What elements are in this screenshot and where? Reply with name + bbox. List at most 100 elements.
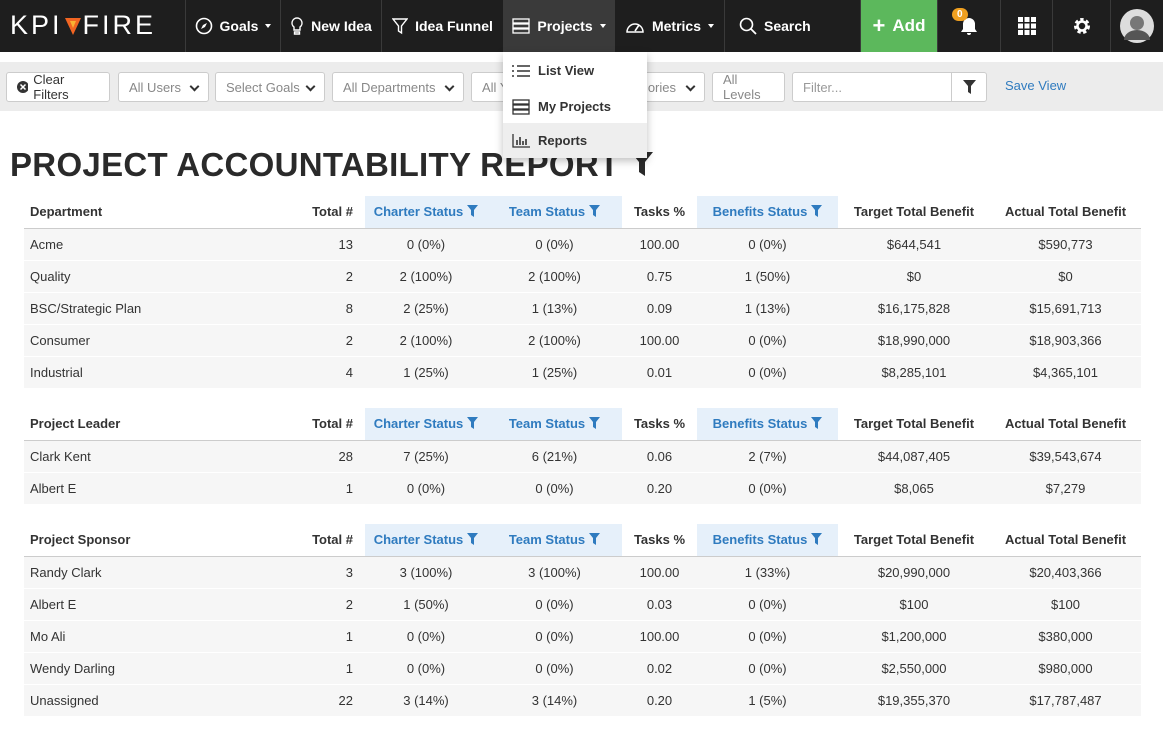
- table-cell: $16,175,828: [838, 292, 990, 325]
- item-label: List View: [538, 63, 595, 78]
- table-cell: $8,285,101: [838, 356, 990, 389]
- column-filter-icon[interactable]: [467, 205, 479, 218]
- table-cell: Mo Ali: [24, 620, 300, 653]
- select[interactable]: All Levels: [712, 72, 785, 102]
- table-cell: 2 (100%): [365, 260, 487, 293]
- apps-button[interactable]: [1000, 0, 1052, 52]
- logo[interactable]: KPI FIRE: [10, 10, 156, 41]
- header-label: Project Leader: [30, 416, 121, 432]
- table-cell: 1 (25%): [365, 356, 487, 389]
- column-filter-icon[interactable]: [811, 205, 823, 218]
- table-cell: 3 (100%): [365, 556, 487, 589]
- table-cell: $2,550,000: [838, 652, 990, 685]
- table-cell: 0 (0%): [697, 356, 838, 389]
- table-cell: 1: [300, 652, 365, 685]
- header-label: Team Status: [508, 204, 586, 220]
- table-head: Department Total # Charter Status Team Stat…: [24, 196, 1141, 229]
- nav-projects[interactable]: Projects: [503, 0, 614, 52]
- settings-button[interactable]: [1052, 0, 1110, 52]
- table-cell: $39,543,674: [990, 440, 1141, 473]
- nav-new-idea[interactable]: New Idea: [280, 0, 381, 52]
- table-cell: BSC/Strategic Plan: [24, 292, 300, 325]
- table-cell: 3 (14%): [365, 684, 487, 717]
- column-filter-icon[interactable]: [467, 533, 479, 546]
- column-filter-icon[interactable]: [467, 417, 479, 430]
- title-filter-icon[interactable]: [631, 152, 654, 178]
- save-view[interactable]: Save View: [1005, 78, 1067, 93]
- notification-count: 0: [952, 8, 968, 21]
- table-cell: 3: [300, 556, 365, 589]
- add-label: Add: [892, 16, 926, 35]
- header-label: Project Sponsor: [30, 532, 131, 548]
- table-cell: Consumer: [24, 324, 300, 357]
- column-header: Total #: [300, 524, 365, 557]
- column-filter-icon[interactable]: [589, 417, 601, 430]
- header-row: Project Leader Total # Charter Status Team …: [24, 408, 1141, 441]
- filter-button[interactable]: [951, 72, 987, 102]
- column-header: Target Total Benefit: [838, 196, 990, 229]
- top-nav: KPI FIRE Goals New Idea Idea Funnel Proj…: [0, 0, 1163, 52]
- table-cell: 2: [300, 324, 365, 357]
- table-cell: Acme: [24, 228, 300, 261]
- table-cell: 0.02: [622, 652, 697, 685]
- table-cell: 2 (100%): [487, 260, 622, 293]
- table-body: Randy Clark 3 3 (100%) 3 (100%) 100.00 1 (33%…: [24, 556, 1141, 717]
- table-cell: 0.20: [622, 684, 697, 717]
- select[interactable]: All Users: [118, 72, 209, 102]
- header-label: Tasks %: [633, 416, 686, 432]
- table-cell: 0 (0%): [487, 652, 622, 685]
- column-header: Team Status: [487, 524, 622, 557]
- select-label: ories: [647, 79, 676, 95]
- select-label: All Y: [482, 79, 509, 95]
- column-filter-icon[interactable]: [589, 533, 601, 546]
- column-header: Tasks %: [622, 196, 697, 229]
- column-header: Actual Total Benefit: [990, 524, 1141, 557]
- table-row: Mo Ali 1 0 (0%) 0 (0%) 100.00 0 (0%) $1,200,00…: [24, 620, 1141, 653]
- grid-icon: [1017, 17, 1036, 35]
- icon: [512, 18, 531, 34]
- column-filter-icon[interactable]: [589, 205, 601, 218]
- header-label: Actual Total Benefit: [1004, 532, 1127, 548]
- add-button[interactable]: + Add: [860, 0, 937, 52]
- table-cell: $19,355,370: [838, 684, 990, 717]
- table-cell: 0 (0%): [365, 620, 487, 653]
- table-cell: 1 (33%): [697, 556, 838, 589]
- table-cell: $18,990,000: [838, 324, 990, 357]
- table-cell: 22: [300, 684, 365, 717]
- table-cell: 1 (50%): [697, 260, 838, 293]
- clear-filters[interactable]: Clear Filters: [6, 72, 110, 102]
- column-header: Benefits Status: [697, 196, 838, 229]
- nav-goals[interactable]: Goals: [185, 0, 280, 52]
- icon: [739, 17, 757, 35]
- table-cell: 100.00: [622, 556, 697, 589]
- table-cell: 1 (25%): [487, 356, 622, 389]
- select[interactable]: All Departments: [332, 72, 464, 102]
- column-header: Project Sponsor: [24, 524, 300, 557]
- dropdown-item[interactable]: My Projects: [503, 89, 647, 124]
- table-cell: Quality: [24, 260, 300, 293]
- table-cell: $20,990,000: [838, 556, 990, 589]
- column-header: Charter Status: [365, 408, 487, 441]
- nav-label: Goals: [219, 18, 259, 34]
- header-label: Actual Total Benefit: [1004, 416, 1127, 432]
- table-cell: Wendy Darling: [24, 652, 300, 685]
- column-header: Tasks %: [622, 408, 697, 441]
- nav-idea-funnel[interactable]: Idea Funnel: [381, 0, 503, 52]
- avatar[interactable]: [1110, 0, 1163, 52]
- filter-input[interactable]: Filter...: [792, 72, 952, 102]
- dropdown-item[interactable]: Reports: [503, 123, 647, 158]
- notifications[interactable]: 0: [937, 0, 1000, 52]
- table-cell: $17,787,487: [990, 684, 1141, 717]
- nav-metrics[interactable]: Metrics: [614, 0, 724, 52]
- nav-search[interactable]: Search: [724, 0, 860, 52]
- icon: [195, 17, 212, 35]
- column-filter-icon[interactable]: [811, 533, 823, 546]
- dropdown-item[interactable]: List View: [503, 53, 647, 88]
- column-filter-icon[interactable]: [811, 417, 823, 430]
- table-cell: 0.75: [622, 260, 697, 293]
- select[interactable]: Select Goals: [215, 72, 325, 102]
- table-cell: $4,365,101: [990, 356, 1141, 389]
- table-cell: 100.00: [622, 228, 697, 261]
- column-header: Team Status: [487, 408, 622, 441]
- header-label: Team Status: [508, 416, 586, 432]
